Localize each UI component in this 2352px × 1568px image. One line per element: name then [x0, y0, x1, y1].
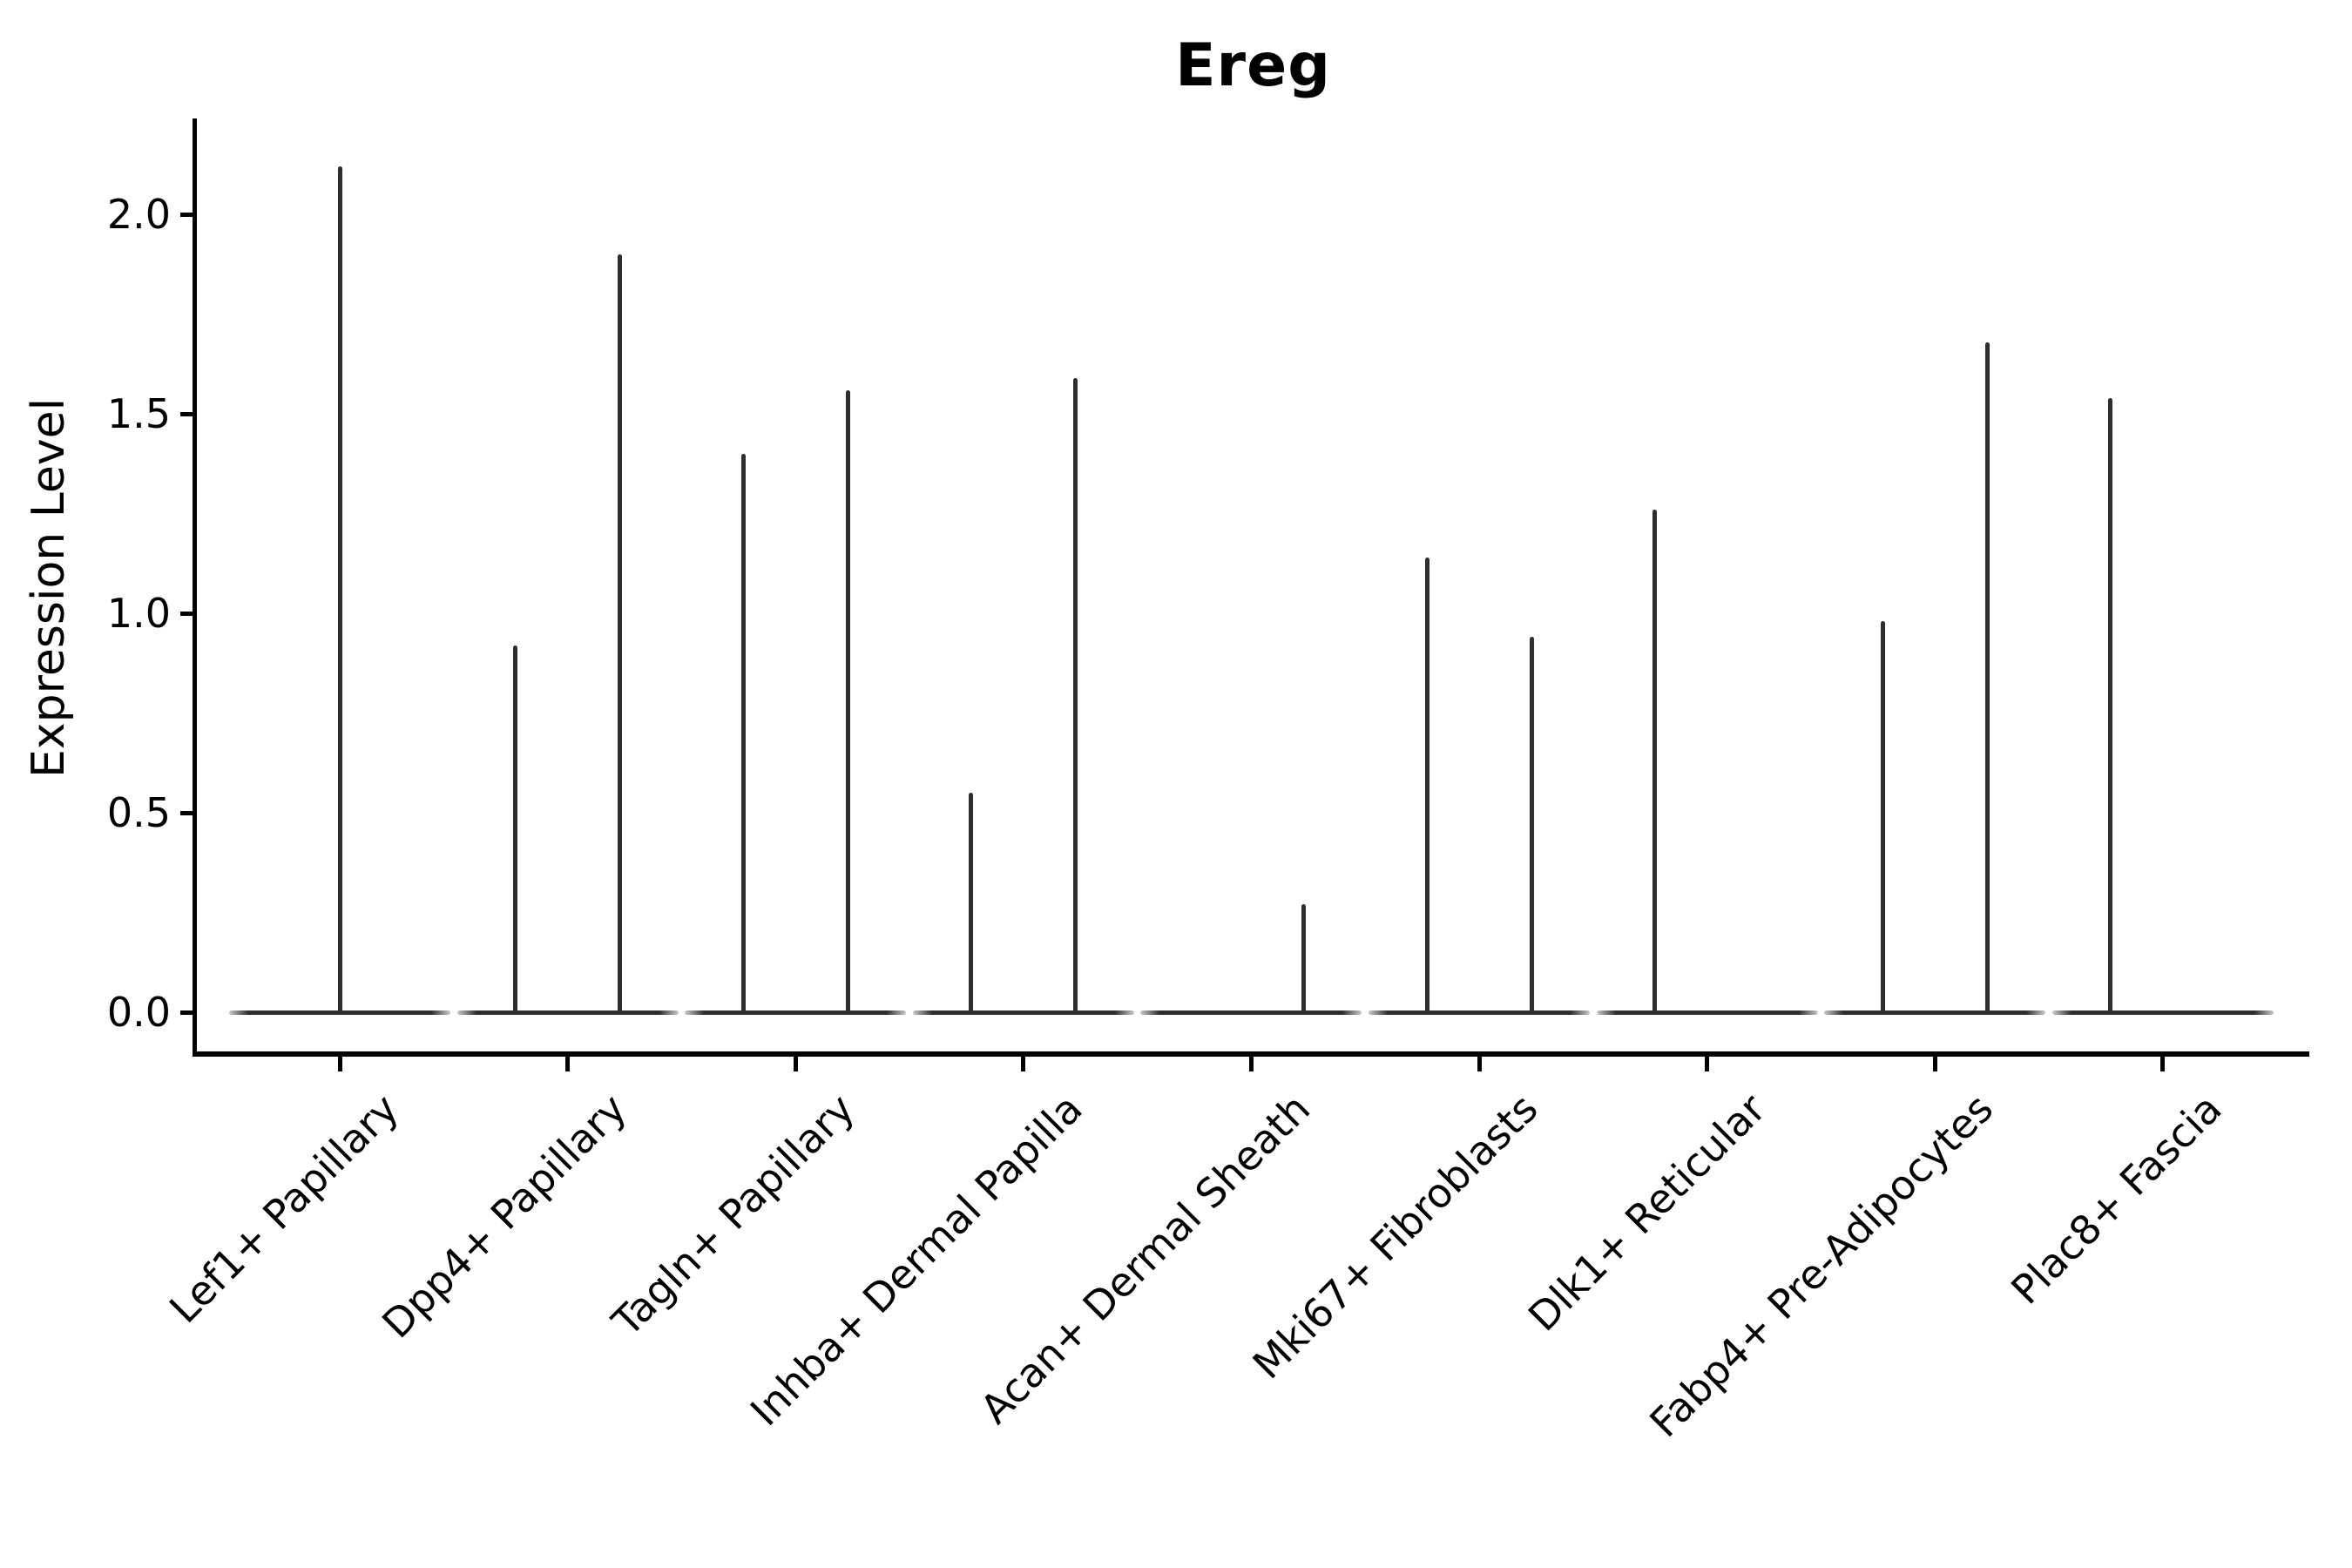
y-tick: [180, 1010, 193, 1015]
x-tick-label: Plac8+ Fascia: [2001, 1085, 2231, 1314]
chart-title: Ereg: [1175, 31, 1331, 100]
x-tick: [1477, 1057, 1482, 1071]
y-tick: [180, 411, 193, 416]
violin-spike: [1880, 621, 1885, 1014]
violin-spike: [1529, 637, 1534, 1014]
violin-spike: [1073, 377, 1078, 1014]
y-axis-spine: [193, 118, 197, 1057]
violin-spike: [1424, 557, 1429, 1014]
violin-base: [2051, 1010, 2274, 1015]
violin-spike: [1984, 341, 1990, 1014]
y-tick-label: 1.0: [106, 590, 171, 637]
x-tick: [1932, 1057, 1937, 1071]
y-tick: [180, 810, 193, 815]
x-tick: [793, 1057, 798, 1071]
x-axis-spine: [193, 1051, 2309, 1057]
violin-spike: [1301, 904, 1306, 1014]
violin-spike: [2108, 397, 2113, 1014]
violin-base: [685, 1010, 907, 1015]
violin-base: [1596, 1010, 1818, 1015]
violin-spike: [969, 793, 974, 1014]
violin-spike: [845, 389, 850, 1014]
y-tick-label: 0.0: [106, 989, 171, 1036]
violin-spike: [740, 453, 746, 1014]
y-tick: [180, 611, 193, 616]
y-tick-label: 2.0: [106, 191, 171, 238]
violin-spike: [513, 645, 518, 1014]
y-axis-label: Expression Level: [23, 397, 75, 779]
violin-base: [1140, 1010, 1362, 1015]
x-tick: [337, 1057, 342, 1071]
x-tick: [565, 1057, 571, 1071]
x-tick-label: Lef1+ Papillary: [159, 1085, 408, 1333]
violin-base: [912, 1010, 1134, 1015]
x-tick-label: Dlk1+ Reticular: [1518, 1085, 1775, 1341]
y-tick-label: 1.5: [106, 390, 171, 437]
violin-spike: [618, 253, 623, 1014]
y-tick: [180, 212, 193, 217]
x-tick: [1705, 1057, 1710, 1071]
violin-spike: [337, 166, 342, 1014]
x-tick: [2160, 1057, 2166, 1071]
violin-spike: [1652, 509, 1658, 1014]
x-tick-label: Dpp4+ Papillary: [372, 1085, 636, 1348]
x-tick-label: Tagln+ Papillary: [602, 1085, 863, 1346]
violin-base: [456, 1010, 679, 1015]
x-tick: [1021, 1057, 1026, 1071]
y-tick-label: 0.5: [106, 789, 171, 836]
x-tick: [1248, 1057, 1254, 1071]
violin-base: [1369, 1010, 1590, 1015]
violin-base: [1824, 1010, 2046, 1015]
